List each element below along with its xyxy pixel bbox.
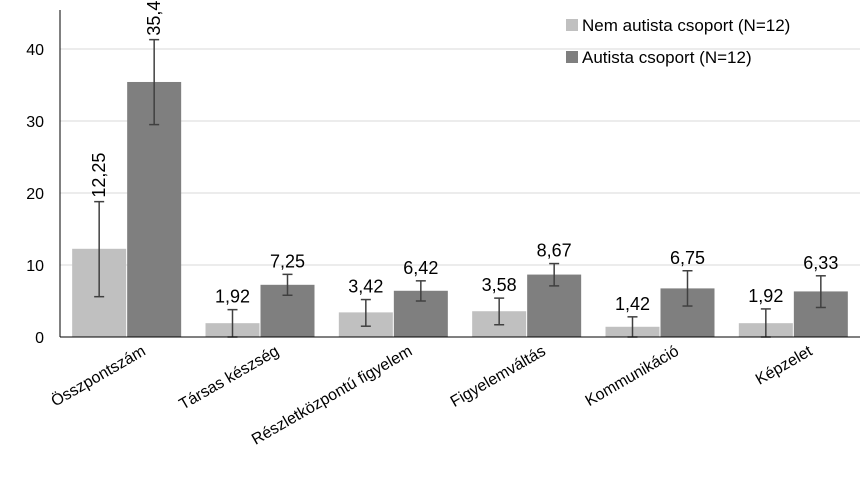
y-tick-label: 40 xyxy=(26,42,44,59)
x-tick-label: Társas készség xyxy=(176,343,282,414)
y-tick-label: 20 xyxy=(26,186,44,203)
x-tick-label: Összpontszám xyxy=(48,342,149,410)
x-tick-label: Figyelemváltás xyxy=(448,343,549,411)
y-tick-label: 0 xyxy=(35,330,44,347)
x-tick-label: Képzelet xyxy=(753,342,816,388)
error-bars xyxy=(94,38,826,338)
data-label: 6,33 xyxy=(803,253,838,273)
legend-swatch xyxy=(566,19,578,31)
data-label: 1,42 xyxy=(615,294,650,314)
data-label: 1,92 xyxy=(748,286,783,306)
y-tick-label: 10 xyxy=(26,258,44,275)
data-label: 12,25 xyxy=(89,153,109,198)
x-tick-label: Kommunikáció xyxy=(583,343,682,410)
data-label: 3,58 xyxy=(482,275,517,295)
data-labels: 12,25 1,92 3,42 3,58 1,42 1,92 35,42 7,25 6,42 8,… xyxy=(89,0,838,314)
data-label: 3,42 xyxy=(348,277,383,297)
data-label: 6,42 xyxy=(403,258,438,278)
legend-label: Autista csoport (N=12) xyxy=(582,48,752,67)
data-label: 7,25 xyxy=(270,251,305,271)
data-label: 35,42 xyxy=(144,0,164,36)
legend: Nem autista csoport (N=12) Autista csopor… xyxy=(566,16,790,67)
data-label: 8,67 xyxy=(537,241,572,261)
gridlines xyxy=(60,48,860,266)
bars xyxy=(72,81,848,337)
data-label: 1,92 xyxy=(215,287,250,307)
legend-swatch xyxy=(566,51,578,63)
legend-label: Nem autista csoport (N=12) xyxy=(582,16,790,35)
data-label: 6,75 xyxy=(670,248,705,268)
y-tick-label: 30 xyxy=(26,114,44,131)
